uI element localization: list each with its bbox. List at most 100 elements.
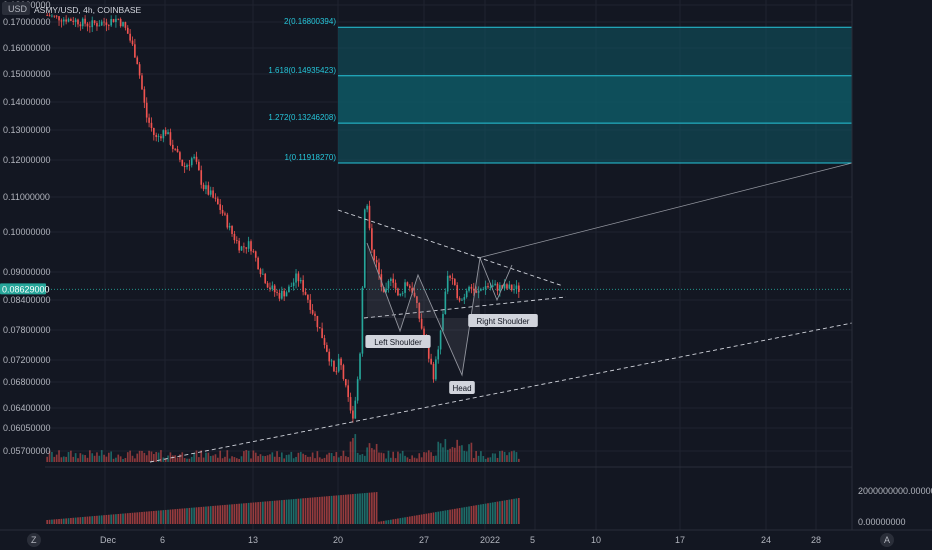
volume-bar <box>117 454 120 462</box>
volume-bar <box>380 452 383 462</box>
volume-bar <box>416 515 418 524</box>
candle-body <box>513 289 515 291</box>
volume-bar <box>103 515 105 524</box>
volume-bar <box>392 519 395 524</box>
fibonacci-extension[interactable]: 2(0.16800394) 1.618(0.14935423) 1.272(0.13… <box>268 17 852 164</box>
volume-bar <box>453 508 456 524</box>
volume-bar <box>247 502 250 524</box>
candle-body <box>328 351 331 362</box>
volume-bar <box>169 509 172 524</box>
volume-bar <box>366 492 368 524</box>
candle-body <box>444 291 447 315</box>
volume-bar <box>93 515 96 524</box>
annotation-right-shoulder[interactable]: Right Shoulder <box>468 314 538 327</box>
candle-body <box>432 363 435 380</box>
volume-bar <box>207 452 210 462</box>
volume-bar <box>482 504 485 524</box>
volume-bar <box>171 509 174 524</box>
volume-bar <box>119 513 122 524</box>
volume-bar <box>437 511 440 524</box>
volume-bar <box>453 447 456 462</box>
candle-body <box>446 275 449 292</box>
volume-bar <box>292 499 295 524</box>
volume-bar <box>74 517 77 524</box>
candle-body <box>93 20 96 24</box>
volume-bar <box>257 502 259 524</box>
hs-outline[interactable] <box>366 242 513 377</box>
time-axis-tick: 13 <box>248 535 258 545</box>
symbol-header[interactable]: ASMY/USD, 4h, COINBASE <box>34 5 142 15</box>
volume-bar <box>311 497 314 524</box>
volume-bar <box>67 518 70 524</box>
volume-bar <box>394 458 397 462</box>
volume-bar <box>160 510 162 524</box>
annotation-left-shoulder[interactable]: Left Shoulder <box>365 335 431 348</box>
volume-bar <box>77 517 79 524</box>
candle-body <box>84 18 86 24</box>
candle-body <box>181 159 184 166</box>
volume-bar <box>198 507 200 524</box>
volume-bar <box>86 457 89 462</box>
volume-bar <box>240 503 243 524</box>
volume-bar <box>129 512 131 524</box>
pattern-drawings[interactable] <box>149 162 853 463</box>
candle-body <box>304 291 307 295</box>
volume-bar <box>328 496 331 524</box>
volume-bar <box>122 513 124 524</box>
price-axis[interactable]: 0.180000000.170000000.160000000.15000000… <box>3 0 51 456</box>
candle-body <box>254 251 257 258</box>
pattern-annotations[interactable]: Left Shoulder Head Right Shoulder <box>365 314 538 394</box>
volume-bar <box>356 493 359 524</box>
candle-body <box>413 292 416 297</box>
volume-bar <box>153 510 155 524</box>
candle-body <box>221 209 224 214</box>
volume-bar <box>176 457 179 462</box>
candle-body <box>392 278 395 283</box>
volume-bar <box>129 450 131 462</box>
candle-body <box>124 22 127 28</box>
volume-bar <box>458 445 461 462</box>
volume-bar <box>430 452 432 462</box>
volume-bar <box>420 457 423 462</box>
candle-body <box>53 15 56 17</box>
candle-body <box>136 57 139 65</box>
candle-body <box>435 359 437 380</box>
volume-bar <box>103 454 105 462</box>
volume-bar <box>465 506 468 524</box>
volume-bar <box>55 454 58 462</box>
volume-bar <box>499 501 501 524</box>
volume-bar <box>444 439 447 462</box>
neckline[interactable] <box>363 296 567 319</box>
time-axis[interactable]: Dec 6 13 20 27 2022 5 10 17 24 28 <box>100 535 821 545</box>
candle-body <box>342 365 345 379</box>
candle-body <box>79 24 82 27</box>
candle-body <box>418 302 421 319</box>
volume-bar <box>48 519 51 524</box>
zoom-toggle-button[interactable]: Z <box>27 533 41 547</box>
volume-bar <box>392 451 395 462</box>
candle-body <box>394 282 397 289</box>
annotation-head[interactable]: Head <box>449 381 475 394</box>
svg-text:Z: Z <box>31 535 37 545</box>
volume-bar <box>333 495 335 524</box>
candle-body <box>131 40 134 45</box>
candle-body <box>179 152 181 160</box>
candle-body <box>290 285 293 287</box>
upper-trendline[interactable] <box>477 162 853 259</box>
volume-bar <box>65 456 67 462</box>
candle-body <box>347 385 350 398</box>
wedge-upper-line[interactable] <box>337 209 564 287</box>
lower-trendline[interactable] <box>149 322 853 463</box>
price-axis-tick: 0.14000000 <box>3 97 51 107</box>
fib-level-label: 1(0.11918270) <box>285 153 337 162</box>
auto-scale-button[interactable]: A <box>880 533 894 547</box>
candle-body <box>278 292 281 299</box>
candle-body <box>110 19 113 26</box>
volume-bar <box>477 504 480 524</box>
volume-bar <box>148 511 150 524</box>
volume-bar <box>413 457 416 462</box>
candle-body <box>216 198 219 205</box>
volume-bar <box>145 511 148 524</box>
current-price-tag: 0.08629000 <box>0 283 50 295</box>
